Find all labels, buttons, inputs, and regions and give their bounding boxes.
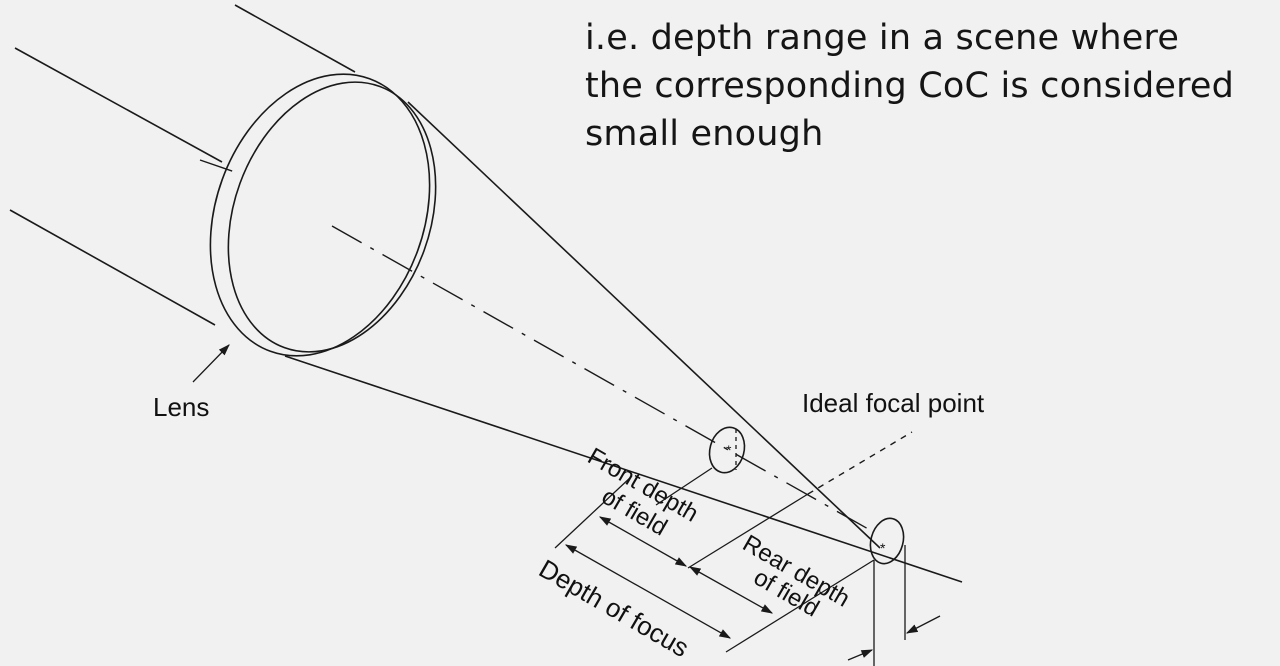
svg-text:*: * (880, 540, 886, 556)
caption-line-3: small enough (585, 114, 824, 154)
caption-line-2: the corresponding CoC is considered (585, 66, 1235, 106)
focal-leader-line (807, 431, 913, 495)
caption-text: i.e. depth range in a scene where the co… (585, 14, 1234, 158)
caption-line-1: i.e. depth range in a scene where (585, 18, 1180, 58)
lens-barrel (9, 4, 356, 326)
lens-label: Lens (153, 392, 209, 422)
dimension-arrows (564, 516, 941, 661)
depth-of-focus-label: Depth of focus (534, 553, 694, 663)
optical-axis-left (199, 159, 236, 173)
lens-disk (209, 73, 437, 357)
front-coc-circle: * (708, 426, 746, 474)
svg-text:*: * (726, 442, 732, 458)
optical-axis (331, 225, 871, 531)
rear-coc-circle: * (869, 517, 905, 565)
lens-pointer-arrow (192, 344, 230, 383)
light-rays (284, 101, 963, 583)
rear-depth-label: Rear depth of field (738, 530, 854, 623)
front-depth-label: Front depth of field (583, 443, 703, 542)
ideal-focal-point-label: Ideal focal point (802, 388, 985, 418)
